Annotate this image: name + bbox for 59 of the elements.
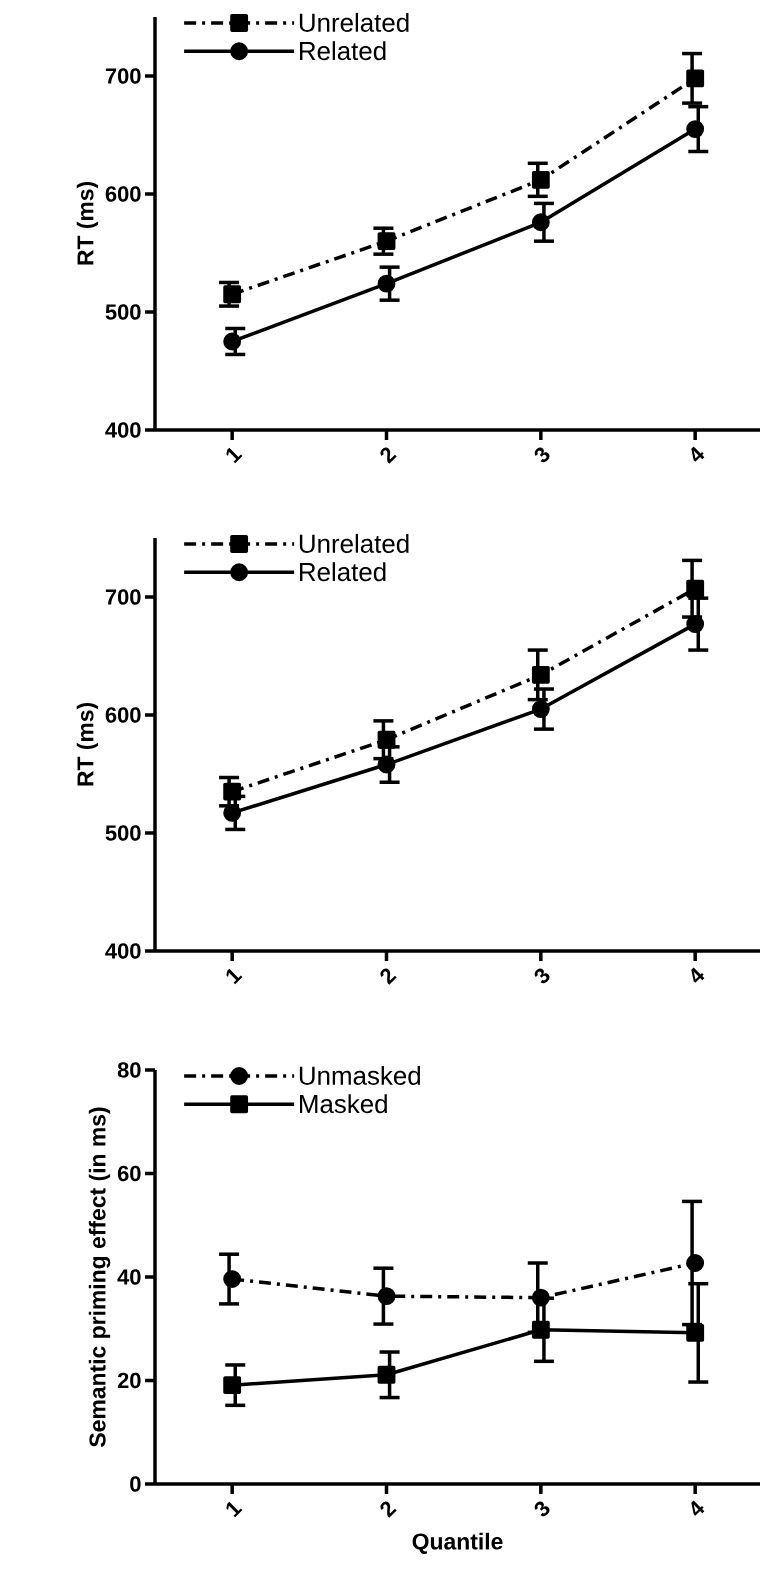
y-axis-title: RT (ms) [76,182,99,265]
y-tick-label: 60 [117,1165,141,1182]
point [686,615,705,634]
x-axis-title: Quantile [412,1532,503,1554]
y-axis-title: RT (ms) [76,703,99,786]
point [531,170,550,189]
legend-label: Unmasked [299,1065,420,1085]
point [223,804,242,822]
point [377,232,396,251]
y-tick-label: 600 [105,186,141,202]
y-tick-label: 80 [117,1062,141,1078]
point [223,1376,242,1395]
point [223,1270,242,1288]
y-tick-label: 40 [117,1269,141,1285]
point [531,1288,550,1307]
point [531,665,550,684]
point [686,579,705,598]
legend-label: Related [300,562,386,582]
y-tick-label: 700 [105,68,141,84]
point [223,782,242,801]
y-tick-label: 400 [105,422,141,438]
point [531,1320,550,1339]
point [531,213,550,232]
y-tick-label: 600 [105,707,141,723]
y-tick-label: 500 [105,825,141,841]
point [686,1323,705,1342]
x-tick-label: 1 [226,968,243,985]
x-tick-label: 3 [534,968,550,984]
x-tick-label: 4 [691,967,705,983]
point [531,700,550,718]
x-tick-label: 2 [380,447,397,464]
point [686,120,705,138]
point [223,332,242,351]
x-tick-label: 4 [691,446,705,462]
y-tick-label: 700 [105,589,141,605]
legend-label: Masked [300,1094,387,1114]
x-tick-label: 1 [226,447,243,464]
x-tick-label: 2 [380,968,397,985]
y-tick-label: 500 [105,304,141,320]
point [377,1287,396,1306]
legend-label: Unrelated [299,533,409,553]
point [686,1254,705,1272]
point [377,755,396,774]
point [377,1365,396,1384]
legend-label: Unrelated [299,12,409,32]
x-tick-label: 1 [226,1501,243,1518]
x-tick-label: 2 [380,1501,397,1518]
y-tick-label: 0 [130,1476,141,1492]
point [377,730,396,749]
y-tick-label: 400 [105,943,141,959]
x-tick-label: 4 [691,1500,705,1516]
point [377,274,396,293]
legend-label: Related [300,41,386,61]
x-tick-label: 3 [534,1501,550,1517]
y-axis-title: Semantic priming effect (in ms) [88,1107,111,1447]
point [686,69,705,88]
x-tick-label: 3 [534,447,550,463]
y-tick-label: 20 [117,1372,141,1389]
point [223,285,242,304]
